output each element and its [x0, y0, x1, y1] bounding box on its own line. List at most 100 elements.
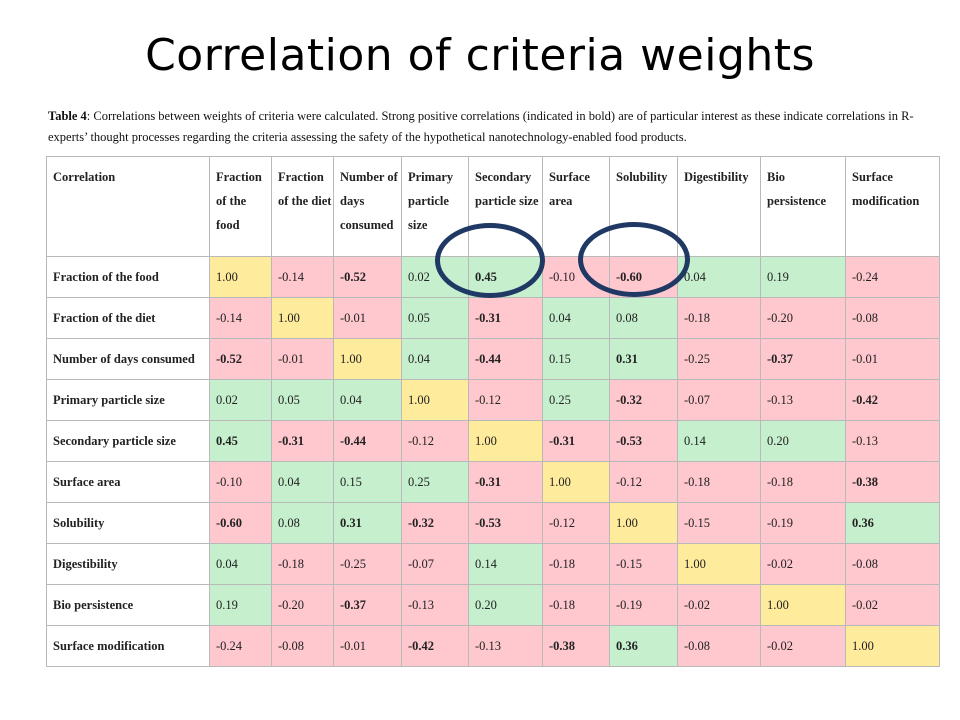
table-cell: -0.12 [542, 502, 610, 544]
table-cell: -0.31 [542, 420, 610, 462]
table-cell: -0.31 [468, 461, 543, 503]
table-cell: 0.04 [271, 461, 334, 503]
table-cell: 0.20 [760, 420, 846, 462]
table-cell: 0.08 [271, 502, 334, 544]
table-row: Digestibility 0.04 -0.18 -0.25 -0.07 0.14 -0.1… [46, 543, 940, 585]
caption-text: : Correlations between weights of criter… [48, 109, 914, 144]
table-cell: 1.00 [542, 461, 610, 503]
table-cell: 0.04 [401, 338, 469, 380]
table-cell: -0.15 [609, 543, 678, 585]
column-header-primary-particle-size: Primary particle size [401, 156, 469, 257]
table-cell: -0.37 [333, 584, 402, 626]
table-row: Solubility -0.60 0.08 0.31 -0.32 -0.53 -0.12 1.… [46, 502, 940, 544]
row-label: Primary particle size [46, 379, 210, 421]
table-cell: -0.12 [468, 379, 543, 421]
table-cell: -0.13 [401, 584, 469, 626]
table-cell: -0.07 [677, 379, 761, 421]
table-cell: -0.13 [845, 420, 940, 462]
table-cell: 1.00 [271, 297, 334, 339]
table-cell: 0.04 [209, 543, 272, 585]
row-label: Number of days consumed [46, 338, 210, 380]
column-header-digestibility: Digestibility [677, 156, 761, 257]
table-cell: 0.04 [333, 379, 402, 421]
column-header-correlation: Correlation [46, 156, 210, 257]
table-row: Number of days consumed -0.52 -0.01 1.00 0.0… [46, 338, 940, 380]
table-cell: -0.01 [271, 338, 334, 380]
column-header-fraction-of-the-diet: Fraction of the diet [271, 156, 334, 257]
table-cell: 1.00 [333, 338, 402, 380]
table-cell: -0.12 [401, 420, 469, 462]
table-row: Secondary particle size 0.45 -0.31 -0.44 -0.… [46, 420, 940, 462]
table-cell: 0.25 [401, 461, 469, 503]
table-cell: 0.04 [542, 297, 610, 339]
table-cell: -0.01 [333, 625, 402, 667]
table-cell: 0.05 [271, 379, 334, 421]
row-label: Surface area [46, 461, 210, 503]
table-row: Surface area -0.10 0.04 0.15 0.25 -0.31 1.00 -0… [46, 461, 940, 503]
table-cell: -0.19 [609, 584, 678, 626]
table-cell: 0.15 [542, 338, 610, 380]
row-label: Bio persistence [46, 584, 210, 626]
table-cell: 0.14 [468, 543, 543, 585]
table-cell: -0.18 [760, 461, 846, 503]
table-cell: -0.18 [677, 297, 761, 339]
table-cell: 1.00 [401, 379, 469, 421]
table-cell: -0.02 [845, 584, 940, 626]
table-cell: -0.53 [468, 502, 543, 544]
table-row: Fraction of the diet -0.14 1.00 -0.01 0.05 -0… [46, 297, 940, 339]
table-cell: -0.60 [209, 502, 272, 544]
table-cell: 0.25 [542, 379, 610, 421]
table-cell: 1.00 [468, 420, 543, 462]
table-cell: -0.02 [760, 543, 846, 585]
column-header-bio-persistence: Bio persistence [760, 156, 846, 257]
table-cell: -0.13 [468, 625, 543, 667]
table-cell: 0.20 [468, 584, 543, 626]
column-header-number-of-days-consumed: Number of days consumed [333, 156, 402, 257]
row-label: Secondary particle size [46, 420, 210, 462]
table-cell: -0.20 [271, 584, 334, 626]
table-cell: 0.02 [209, 379, 272, 421]
table-row: Bio persistence 0.19 -0.20 -0.37 -0.13 0.20 -0… [46, 584, 940, 626]
table-cell: -0.53 [609, 420, 678, 462]
table-cell: -0.31 [468, 297, 543, 339]
table-cell: -0.38 [542, 625, 610, 667]
table-cell: 0.31 [609, 338, 678, 380]
table-cell: 0.08 [609, 297, 678, 339]
table-cell: 0.31 [333, 502, 402, 544]
table-cell: 0.36 [845, 502, 940, 544]
table-cell: 0.14 [677, 420, 761, 462]
table-cell: 0.15 [333, 461, 402, 503]
table-cell: -0.02 [677, 584, 761, 626]
row-label: Solubility [46, 502, 210, 544]
table-caption: Table 4: Correlations between weights of… [48, 106, 938, 148]
row-label: Fraction of the diet [46, 297, 210, 339]
table-cell: -0.08 [845, 543, 940, 585]
table-cell: 0.05 [401, 297, 469, 339]
table-cell: -0.24 [845, 256, 940, 298]
row-label: Fraction of the food [46, 256, 210, 298]
table-cell: -0.18 [542, 543, 610, 585]
table-cell: -0.25 [677, 338, 761, 380]
row-label: Digestibility [46, 543, 210, 585]
table-cell: 0.45 [209, 420, 272, 462]
table-cell: -0.07 [401, 543, 469, 585]
highlight-circle-secondary-particle-size [435, 223, 545, 298]
table-cell: 1.00 [845, 625, 940, 667]
highlight-circle-solubility [578, 222, 690, 297]
table-row: Surface modification -0.24 -0.08 -0.01 -0.42… [46, 625, 940, 667]
table-cell: -0.42 [401, 625, 469, 667]
table-cell: -0.20 [760, 297, 846, 339]
table-cell: -0.32 [609, 379, 678, 421]
table-cell: -0.01 [333, 297, 402, 339]
table-cell: -0.10 [209, 461, 272, 503]
table-body: Fraction of the food 1.00 -0.14 -0.52 0.02 0.… [46, 256, 940, 667]
table-cell: -0.24 [209, 625, 272, 667]
table-cell: -0.08 [845, 297, 940, 339]
table-cell: -0.18 [542, 584, 610, 626]
table-cell: -0.15 [677, 502, 761, 544]
table-cell: -0.12 [609, 461, 678, 503]
table-cell: -0.42 [845, 379, 940, 421]
table-cell: -0.52 [333, 256, 402, 298]
table-cell: -0.25 [333, 543, 402, 585]
table-cell: 0.36 [609, 625, 678, 667]
